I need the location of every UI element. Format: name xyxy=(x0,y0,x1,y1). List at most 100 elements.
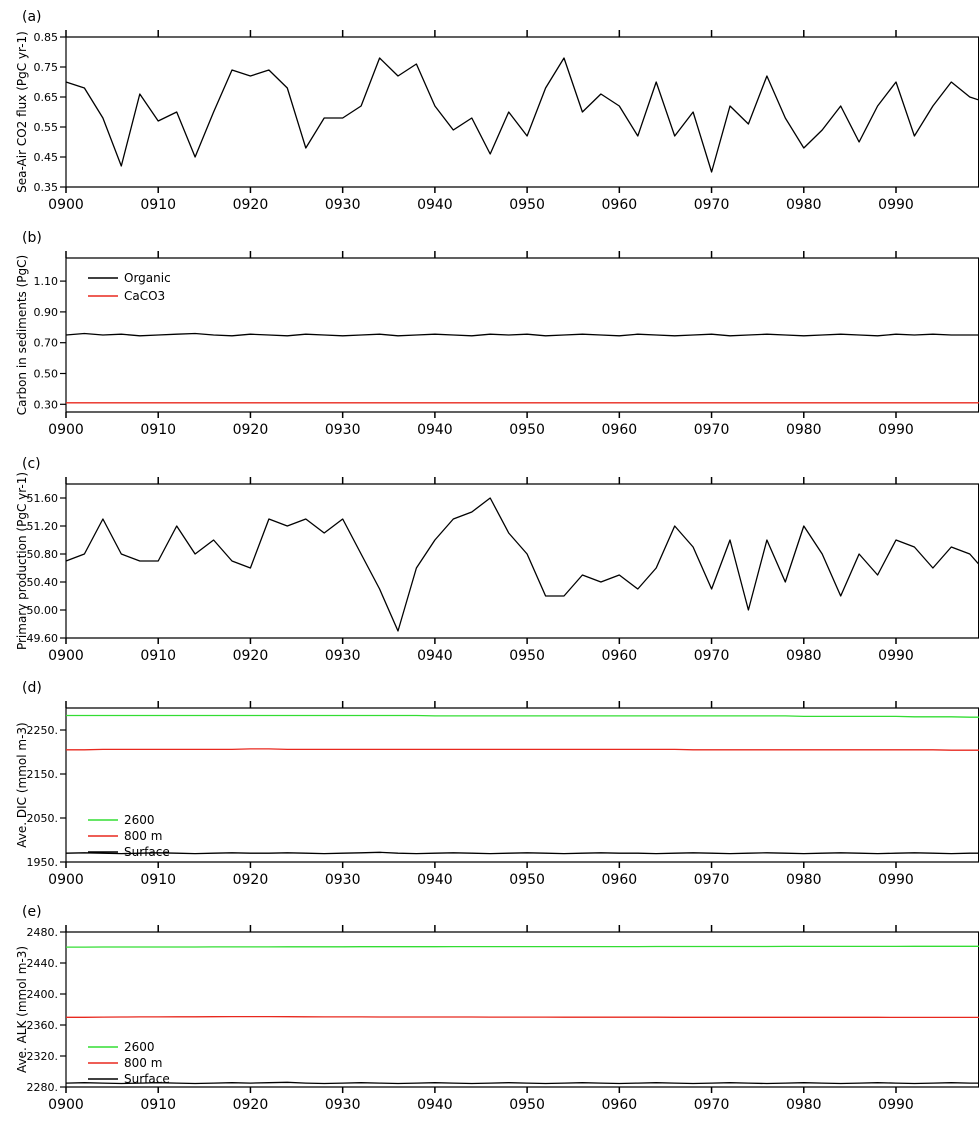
x-tick-label: 0920 xyxy=(233,648,269,664)
series-line-800-m-4 xyxy=(66,1015,979,1019)
x-tick-label: 0900 xyxy=(48,1097,84,1113)
y-tick-label: 0.70 xyxy=(34,337,59,350)
panel-label: (e) xyxy=(22,904,42,920)
x-tick-label: 0960 xyxy=(602,197,638,213)
y-axis-label: Ave. DIC (mmol m-3) xyxy=(15,722,29,847)
y-tick-label: 0.85 xyxy=(34,31,59,44)
x-tick-label: 0950 xyxy=(509,872,545,888)
x-tick-label: 0990 xyxy=(878,648,914,664)
x-tick-label: 0910 xyxy=(140,197,176,213)
x-tick-label: 0900 xyxy=(48,197,84,213)
series-line-2600-3 xyxy=(66,714,979,718)
x-tick-label: 0930 xyxy=(325,872,361,888)
y-axis-label: Ave. ALK (mmol m-3) xyxy=(15,946,29,1073)
x-tick-label: 0940 xyxy=(417,872,453,888)
x-tick-label: 0950 xyxy=(509,648,545,664)
panel-label: (c) xyxy=(22,456,41,472)
x-tick-label: 0940 xyxy=(417,197,453,213)
series-line-organic-1 xyxy=(65,332,979,337)
y-tick-label: 0.30 xyxy=(34,398,59,411)
x-tick-label: 0960 xyxy=(602,1097,638,1113)
y-tick-label: 1.10 xyxy=(34,275,59,288)
y-tick-label: 49.60 xyxy=(27,632,59,645)
x-tick-label: 0940 xyxy=(417,422,453,438)
y-tick-label: 51.20 xyxy=(27,520,59,533)
y-tick-label: 2320. xyxy=(27,1050,59,1063)
x-tick-label: 0960 xyxy=(602,648,638,664)
y-tick-label: 50.80 xyxy=(27,548,59,561)
series-line-main-0 xyxy=(65,57,979,173)
x-tick-label: 0910 xyxy=(140,872,176,888)
x-tick-label: 0970 xyxy=(694,648,730,664)
x-tick-label: 0950 xyxy=(509,1097,545,1113)
x-tick-label: 0980 xyxy=(786,197,822,213)
x-tick-label: 0960 xyxy=(602,872,638,888)
x-tick-label: 0990 xyxy=(878,422,914,438)
x-tick-label: 0970 xyxy=(694,872,730,888)
x-tick-label: 0980 xyxy=(786,1097,822,1113)
x-tick-label: 0960 xyxy=(602,422,638,438)
legend-label: 800 m xyxy=(124,829,162,843)
x-tick-label: 0970 xyxy=(694,422,730,438)
legend-label: Surface xyxy=(124,1072,170,1086)
y-tick-label: 2250. xyxy=(27,724,59,737)
panel-label: (b) xyxy=(22,230,42,246)
y-tick-label: 0.65 xyxy=(34,91,59,104)
y-tick-label: 0.45 xyxy=(34,151,59,164)
x-tick-label: 0900 xyxy=(48,648,84,664)
x-tick-label: 0980 xyxy=(786,422,822,438)
legend-label: 800 m xyxy=(124,1056,162,1070)
y-tick-label: 50.00 xyxy=(27,604,59,617)
x-tick-label: 0920 xyxy=(233,422,269,438)
legend-label: Surface xyxy=(124,845,170,859)
y-tick-label: 0.90 xyxy=(34,306,59,319)
x-tick-label: 0910 xyxy=(140,422,176,438)
x-tick-label: 0950 xyxy=(509,197,545,213)
y-tick-label: 0.75 xyxy=(34,61,59,74)
series-line-surface-3 xyxy=(65,851,979,855)
x-tick-label: 0980 xyxy=(786,648,822,664)
x-tick-label: 0990 xyxy=(878,1097,914,1113)
x-tick-label: 0910 xyxy=(140,1097,176,1113)
x-tick-label: 0970 xyxy=(694,1097,730,1113)
series-line-800-m-3 xyxy=(66,748,979,751)
x-tick-label: 0920 xyxy=(233,872,269,888)
legend-label: Organic xyxy=(124,271,171,285)
y-tick-label: 2440. xyxy=(27,957,59,970)
panel-label: (d) xyxy=(22,680,42,696)
y-tick-label: 2360. xyxy=(27,1019,59,1032)
y-axis-label: Carbon in sediments (PgC) xyxy=(15,255,29,415)
x-tick-label: 0920 xyxy=(233,197,269,213)
panel-label: (a) xyxy=(22,9,42,25)
legend-label: 2600 xyxy=(124,1040,155,1054)
y-tick-label: 2480. xyxy=(27,926,59,939)
y-tick-label: 0.55 xyxy=(34,121,59,134)
series-line-surface-4 xyxy=(65,1081,979,1085)
x-tick-label: 0900 xyxy=(48,872,84,888)
series-line-2600-4 xyxy=(66,945,979,948)
y-axis-label: Sea-Air CO2 flux (PgC yr-1) xyxy=(15,31,29,193)
x-tick-label: 0930 xyxy=(325,197,361,213)
x-tick-label: 0940 xyxy=(417,648,453,664)
x-tick-label: 0980 xyxy=(786,872,822,888)
legend-label: 2600 xyxy=(124,813,155,827)
x-tick-label: 0930 xyxy=(325,422,361,438)
x-tick-label: 0990 xyxy=(878,197,914,213)
y-tick-label: 51.60 xyxy=(27,492,59,505)
y-tick-label: 50.40 xyxy=(27,576,59,589)
x-tick-label: 0920 xyxy=(233,1097,269,1113)
y-tick-label: 2400. xyxy=(27,988,59,1001)
y-tick-label: 2150. xyxy=(27,768,59,781)
x-tick-label: 0930 xyxy=(325,648,361,664)
x-tick-label: 0970 xyxy=(694,197,730,213)
x-tick-label: 0930 xyxy=(325,1097,361,1113)
legend-label: CaCO3 xyxy=(124,289,165,303)
y-tick-label: 0.50 xyxy=(34,368,59,381)
series-line-main-2 xyxy=(65,497,979,632)
x-tick-label: 0910 xyxy=(140,648,176,664)
x-tick-label: 0990 xyxy=(878,872,914,888)
x-tick-label: 0900 xyxy=(48,422,84,438)
y-axis-label: Primary production (PgC yr-1) xyxy=(15,472,29,650)
x-tick-label: 0950 xyxy=(509,422,545,438)
